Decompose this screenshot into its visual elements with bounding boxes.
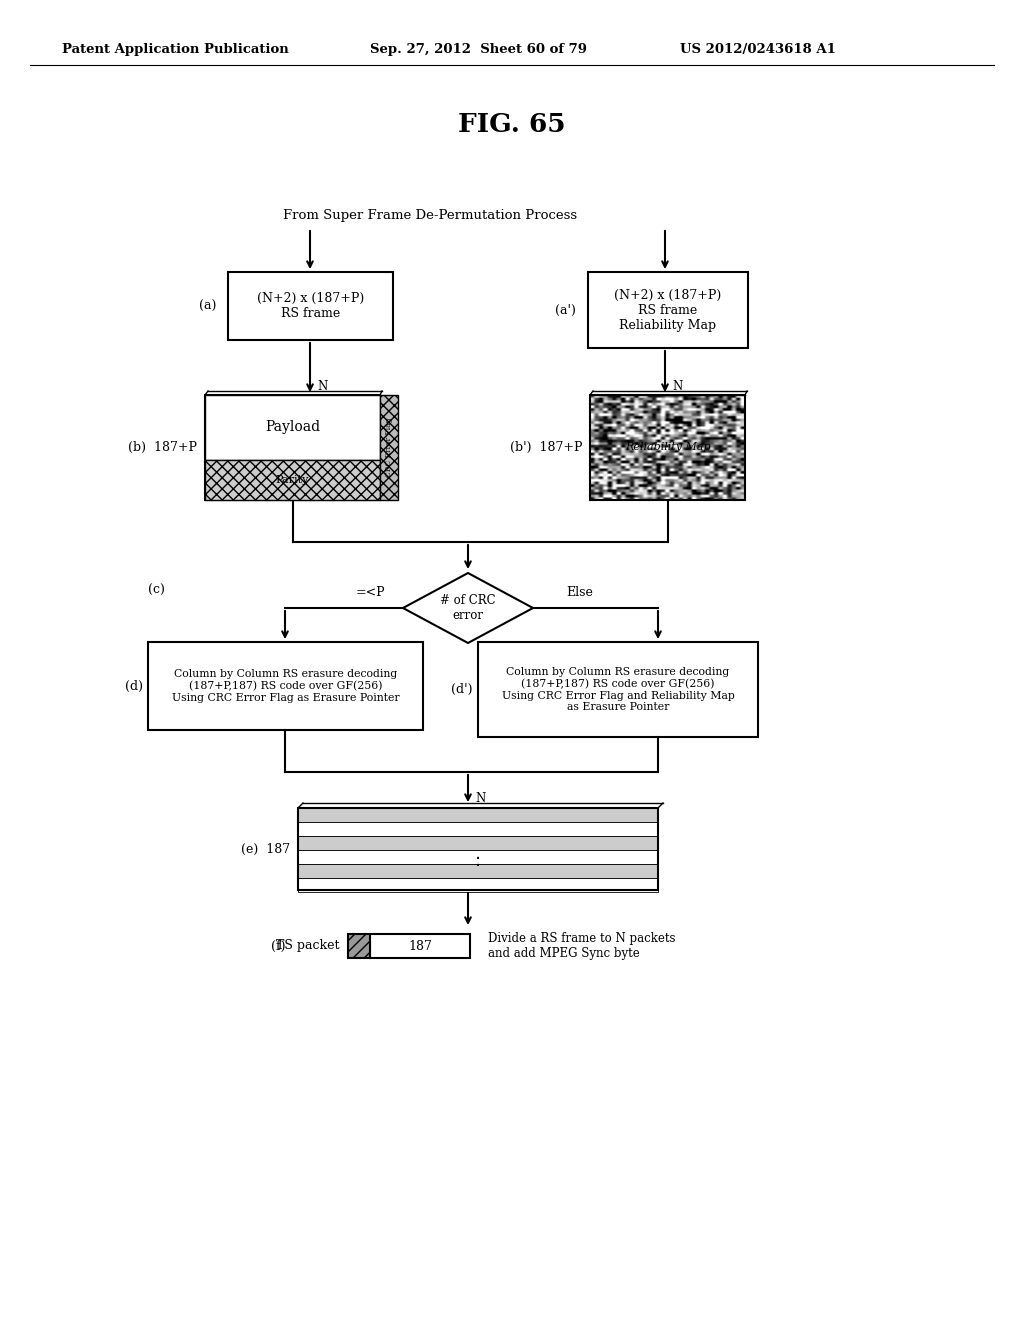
Bar [298,865,658,878]
Text: Column by Column RS erasure decoding
(187+P,187) RS code over GF(256)
Using CRC : Column by Column RS erasure decoding (18… [502,667,734,711]
Polygon shape [403,573,534,643]
Text: N: N [672,380,682,392]
Text: Else: Else [566,586,594,598]
Text: (a): (a) [199,300,216,313]
Text: Parity: Parity [275,475,309,484]
Text: N: N [475,792,485,804]
Bar [205,395,380,459]
Text: (e)  187: (e) 187 [241,842,290,855]
Text: TS packet: TS packet [276,940,340,953]
Text: # of CRC
error: # of CRC error [440,594,496,622]
Bar [478,642,758,737]
Bar [588,272,748,348]
Bar [298,836,658,850]
Bar [148,642,423,730]
Text: Column by Column RS erasure decoding
(187+P,187) RS code over GF(256)
Using CRC : Column by Column RS erasure decoding (18… [172,669,399,702]
Text: 187: 187 [408,940,432,953]
Text: Sep. 27, 2012  Sheet 60 of 79: Sep. 27, 2012 Sheet 60 of 79 [370,42,587,55]
Text: US 2012/0243618 A1: US 2012/0243618 A1 [680,42,836,55]
Bar [590,395,745,500]
Bar [298,808,658,890]
Bar [205,459,380,500]
Bar [370,935,470,958]
Bar [228,272,393,341]
Bar [205,395,380,500]
Text: Payload: Payload [265,421,321,434]
Text: =<P: =<P [355,586,385,598]
Text: (N+2) x (187+P)
RS frame
Reliability Map: (N+2) x (187+P) RS frame Reliability Map [614,289,722,331]
Bar [298,850,658,865]
Bar [348,935,370,958]
Bar [298,808,658,822]
Text: CRC Error Flag: CRC Error Flag [385,417,393,478]
Text: (a'): (a') [555,304,575,317]
Bar [298,878,658,892]
Text: (b')  187+P: (b') 187+P [510,441,582,454]
Text: (c): (c) [148,583,165,597]
Text: Divide a RS frame to N packets
and add MPEG Sync byte: Divide a RS frame to N packets and add M… [488,932,676,960]
Bar [380,395,398,500]
Text: (d): (d) [125,680,143,693]
Text: FIG. 65: FIG. 65 [458,112,566,137]
Text: Reliability Map: Reliability Map [625,442,711,453]
Text: :: : [475,851,481,870]
Text: (d'): (d') [452,682,473,696]
Text: From Super Frame De-Permutation Process: From Super Frame De-Permutation Process [283,209,578,222]
Text: (N+2) x (187+P)
RS frame: (N+2) x (187+P) RS frame [257,292,365,319]
Bar [298,822,658,836]
Text: (f): (f) [271,940,286,953]
Text: (b)  187+P: (b) 187+P [128,441,197,454]
Text: Patent Application Publication: Patent Application Publication [62,42,289,55]
Text: N: N [317,380,328,392]
